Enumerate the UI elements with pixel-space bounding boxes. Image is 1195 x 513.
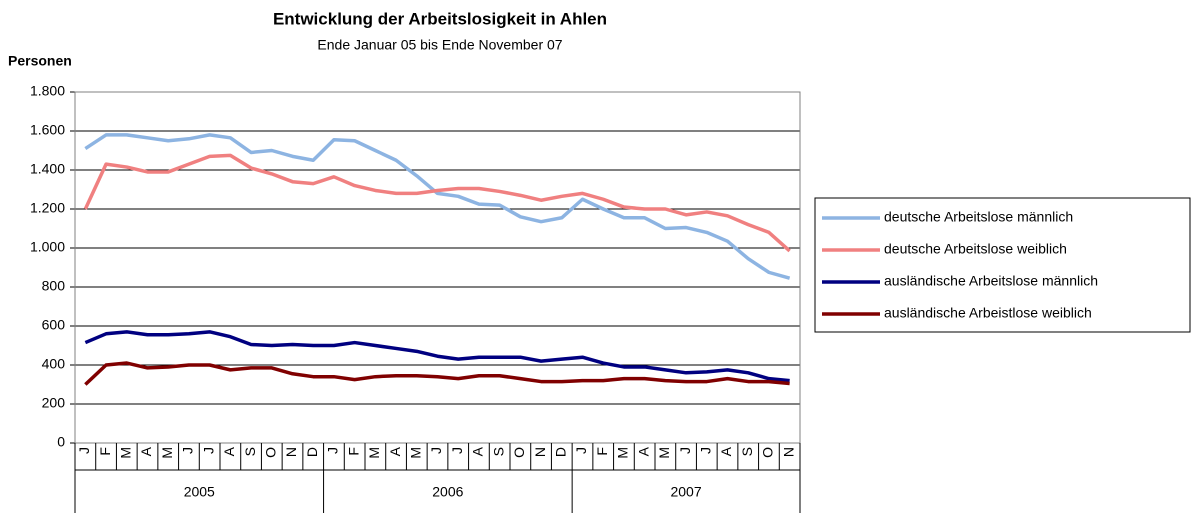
x-tick-label: J [76,447,92,454]
x-tick-label: J [428,447,444,454]
y-tick-label: 1.600 [30,122,65,138]
series-line [83,153,791,253]
y-tick-label: 200 [42,395,66,411]
legend-box [814,197,1191,333]
x-tick-label: A [138,446,154,456]
x-tick-label: M [615,447,631,459]
x-tick-label: M [407,447,423,459]
legend-label: deutsche Arbeitslose männlich [884,209,1073,225]
x-tick-label: O [511,447,527,458]
x-tick-label: M [366,447,382,459]
legend-label: deutsche Arbeitslose weiblich [884,241,1067,257]
chart-subtitle: Ende Januar 05 bis Ende November 07 [317,37,562,53]
x-tick-label: O [262,447,278,458]
y-tick-label: 1.000 [30,239,65,255]
series-line [84,133,791,280]
x-tick-label: J [449,447,465,454]
y-tick-label: 1.400 [30,161,65,177]
series-line [84,330,790,383]
y-axis-label: Personen [8,53,72,69]
x-tick-label: M [656,447,672,459]
x-tick-label: A [221,446,237,456]
x-tick-label: M [159,447,175,459]
y-tick-label: 400 [42,356,66,372]
y-tick-label: 1.800 [30,83,65,99]
x-tick-label: F [97,447,113,456]
x-tick-label: A [387,446,403,456]
x-tick-label: A [635,446,651,456]
series-line [84,361,790,386]
x-tick-label: J [573,447,589,454]
x-tick-label: M [117,447,133,459]
x-tick-label: A [718,446,734,456]
legend-label: ausländische Arbeistlose weiblich [884,305,1092,321]
chart-title: Entwicklung der Arbeitslosigkeit in Ahle… [273,9,607,28]
y-tick-label: 600 [42,317,66,333]
y-tick-label: 0 [57,434,65,450]
x-group-label: 2007 [670,484,701,500]
x-group-label: 2006 [432,484,463,500]
x-tick-label: S [242,447,258,456]
x-tick-label: D [552,447,568,457]
x-tick-label: N [532,447,548,457]
x-tick-label: F [594,447,610,456]
x-tick-label: J [200,447,216,454]
x-tick-label: N [780,447,796,457]
y-tick-label: 800 [42,278,66,294]
plot-border [74,91,801,444]
x-tick-label: D [304,447,320,457]
x-tick-label: A [470,446,486,456]
x-group-label: 2005 [184,484,215,500]
y-tick-label: 1.200 [30,200,65,216]
x-tick-label: J [180,447,196,454]
x-tick-label: N [283,447,299,457]
x-tick-label: O [760,447,776,458]
legend-label: ausländische Arbeitslose männlich [884,273,1098,289]
x-tick-label: J [697,447,713,454]
x-tick-label: F [345,447,361,456]
x-tick-label: J [325,447,341,454]
x-tick-label: S [739,447,755,456]
x-tick-label: J [677,447,693,454]
x-tick-label: S [490,447,506,456]
